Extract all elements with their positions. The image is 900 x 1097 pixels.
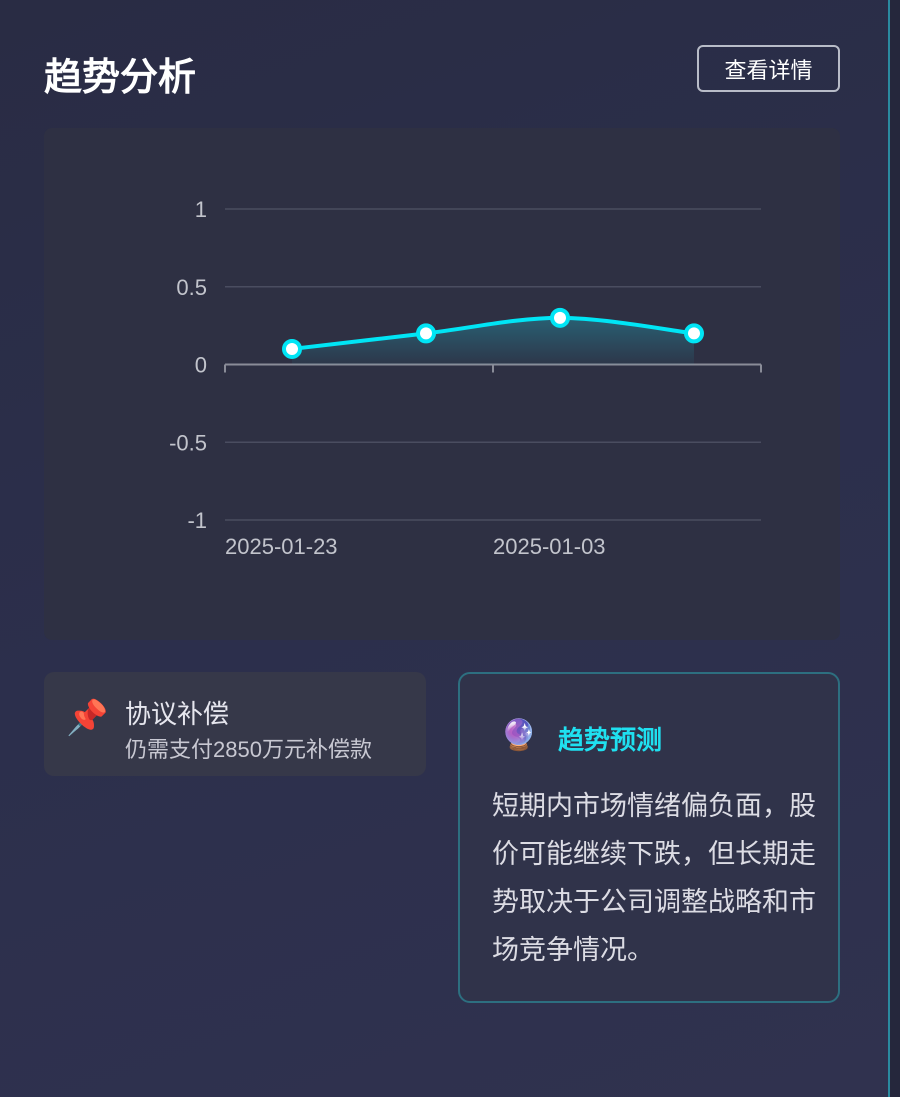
x-tick-label: 2025-01-23 — [225, 534, 338, 559]
compensation-title: 协议补偿 — [125, 699, 230, 729]
trend-chart: 1 0.5 0 -0.5 -1 2025-01-23 2025-01-03 — [44, 128, 840, 640]
data-point — [416, 323, 436, 344]
forecast-body: 短期内市场情绪偏负面，股价可能继续下跌，但长期走势取决于公司调整战略和市场竞争情… — [492, 791, 816, 965]
right-panel-edge — [890, 0, 900, 1097]
data-point — [684, 323, 704, 344]
y-tick-label: -0.5 — [169, 430, 207, 455]
area-fill — [292, 317, 694, 365]
trend-chart-svg: 1 0.5 0 -0.5 -1 2025-01-23 2025-01-03 — [169, 197, 762, 559]
pushpin-icon: 📌 — [66, 699, 109, 737]
y-tick-label: 1 — [195, 197, 207, 222]
compensation-card: 📌 协议补偿 仍需支付2850万元补偿款 — [44, 672, 426, 776]
y-tick-label: 0 — [195, 353, 207, 378]
crystal-ball-icon: 🔮 — [500, 719, 538, 752]
compensation-subtitle: 仍需支付2850万元补偿款 — [125, 737, 372, 762]
y-tick-label: 0.5 — [176, 275, 207, 300]
y-tick-label: -1 — [187, 508, 207, 533]
view-details-button[interactable]: 查看详情 — [697, 45, 840, 92]
x-tick-label: 2025-01-03 — [493, 534, 606, 559]
page-title: 趋势分析 — [44, 57, 197, 99]
series-line — [291, 315, 695, 351]
data-point — [282, 338, 302, 359]
data-point — [550, 307, 570, 328]
panel-border — [888, 0, 890, 1097]
forecast-card: 🔮 趋势预测 短期内市场情绪偏负面，股价可能继续下跌，但长期走势取决于公司调整战… — [458, 672, 840, 1003]
forecast-title: 趋势预测 — [558, 725, 663, 755]
